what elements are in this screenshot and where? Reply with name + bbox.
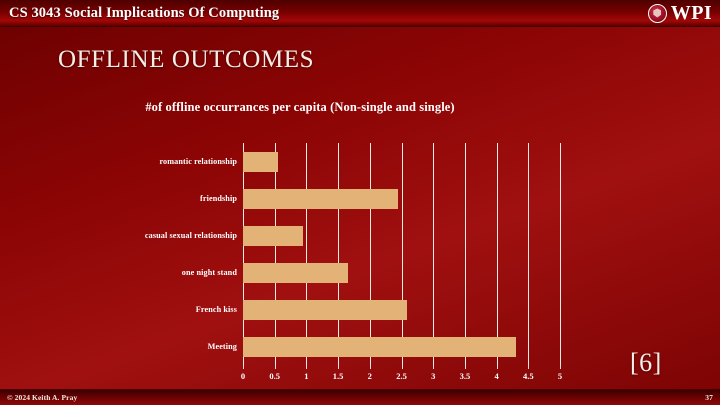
page-number: 37	[705, 393, 713, 402]
x-axis-tick	[496, 365, 498, 369]
chart-bar	[243, 299, 407, 320]
chart-gridline	[243, 143, 244, 365]
chart-bar	[243, 225, 304, 246]
x-axis-tick	[560, 365, 561, 369]
category-label: friendship	[200, 194, 237, 203]
chart-gridline	[369, 143, 371, 365]
chart-gridline	[560, 143, 561, 365]
x-axis-tick-label: 1.5	[332, 371, 344, 381]
chart-gridline	[401, 143, 403, 365]
chart-gridline	[496, 143, 498, 365]
x-axis-tick	[306, 365, 308, 369]
category-label: one night stand	[181, 268, 237, 277]
chart-gridline	[274, 143, 276, 365]
category-label: romantic relationship	[159, 157, 237, 166]
x-axis-tick-label: 4.5	[522, 371, 534, 381]
wpi-seal-icon	[647, 3, 667, 23]
chart-bar-row: friendship	[200, 180, 560, 217]
copyright-text: © 2024 Keith A. Pray	[7, 393, 78, 402]
x-axis-tick	[274, 365, 276, 369]
x-axis-tick-label: 2.5	[396, 371, 407, 381]
page-title: OFFLINE OUTCOMES	[58, 46, 315, 73]
chart-title: #of offline occurrances per capita (Non-…	[145, 100, 455, 114]
x-axis-tick-label: 5	[557, 371, 563, 381]
chart-bar-row: French kiss	[196, 291, 560, 328]
chart-bar-row: Meeting	[208, 328, 560, 365]
chart-bar	[243, 151, 278, 172]
x-axis-tick-label: 1	[304, 371, 309, 381]
x-axis-tick-label: 3.5	[459, 371, 471, 381]
category-label: Meeting	[207, 342, 237, 351]
citation-reference: [6]	[630, 348, 662, 377]
chart-gridline	[433, 143, 435, 365]
x-axis-tick	[243, 365, 244, 369]
chart-gridline	[528, 143, 530, 365]
chart-gridline	[464, 143, 466, 365]
course-title: CS 3043 Social Implications Of Computing	[9, 4, 280, 21]
wpi-logo: WPI	[647, 2, 712, 24]
bar-chart: #of offline occurrances per capita (Non-…	[0, 100, 600, 390]
x-axis-tick-label: 0.5	[269, 371, 280, 381]
x-axis-tick	[433, 365, 435, 369]
chart-bar-row: romantic relationship	[159, 143, 560, 180]
chart-plot-area: 0 0.5 1 1.5 2 2.5 3 3.5 4 4.5 5 romantic relationsh…	[145, 143, 562, 381]
category-label: casual sexual relationship	[144, 231, 237, 240]
x-axis-tick-label: 2	[367, 371, 372, 381]
chart-gridline	[306, 143, 308, 365]
x-axis-tick-label: 4	[494, 371, 499, 381]
x-axis-tick	[528, 365, 530, 369]
x-axis-tick-label: 0	[240, 371, 246, 381]
x-axis-tick	[338, 365, 340, 369]
chart-bar	[243, 188, 399, 209]
chart-bar	[243, 262, 348, 283]
x-axis-tick	[401, 365, 403, 369]
slide-header: CS 3043 Social Implications Of Computing…	[0, 0, 720, 27]
chart-bar	[243, 336, 516, 357]
x-axis-tick	[464, 365, 466, 369]
chart-bar-row: casual sexual relationship	[145, 217, 560, 254]
slide-footer: © 2024 Keith A. Pray 37	[0, 389, 720, 405]
wpi-logo-text: WPI	[670, 2, 712, 24]
category-label: French kiss	[195, 305, 237, 314]
x-axis-tick	[369, 365, 371, 369]
chart-bar-row: one night stand	[182, 254, 560, 291]
chart-gridline	[338, 143, 340, 365]
x-axis-tick-label: 3	[431, 371, 436, 381]
